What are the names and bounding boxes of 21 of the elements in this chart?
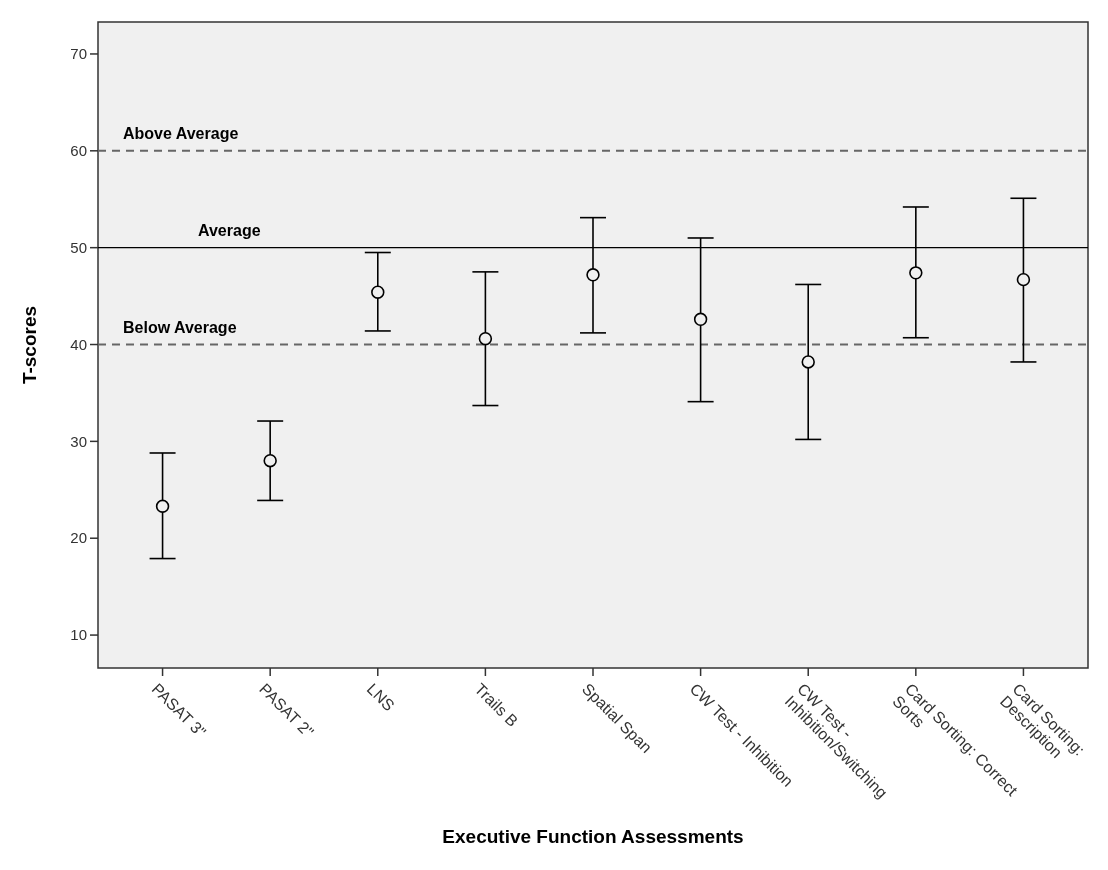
y-tick-label: 50 — [70, 238, 87, 256]
y-tick-label: 20 — [70, 529, 87, 547]
point — [801, 355, 815, 369]
point — [263, 454, 277, 468]
ref-line-label: Below Average — [123, 318, 237, 336]
point — [1016, 272, 1031, 287]
point — [586, 268, 600, 282]
y-tick-label: 60 — [70, 142, 87, 160]
y-tick-label: 70 — [70, 45, 87, 63]
point — [478, 332, 493, 346]
y-axis-title: T-scores — [19, 305, 40, 385]
x-axis-title: Executive Function Assessments — [442, 826, 744, 847]
ref-line-label: Above Average — [123, 124, 239, 142]
y-tick-label: 40 — [70, 335, 87, 353]
point — [155, 499, 170, 513]
y-tick-label: 10 — [70, 626, 87, 644]
y-tick-label: 30 — [70, 432, 87, 450]
point — [909, 266, 923, 280]
ref-line-label: Average — [198, 221, 261, 239]
point — [693, 312, 708, 327]
point — [371, 285, 385, 299]
